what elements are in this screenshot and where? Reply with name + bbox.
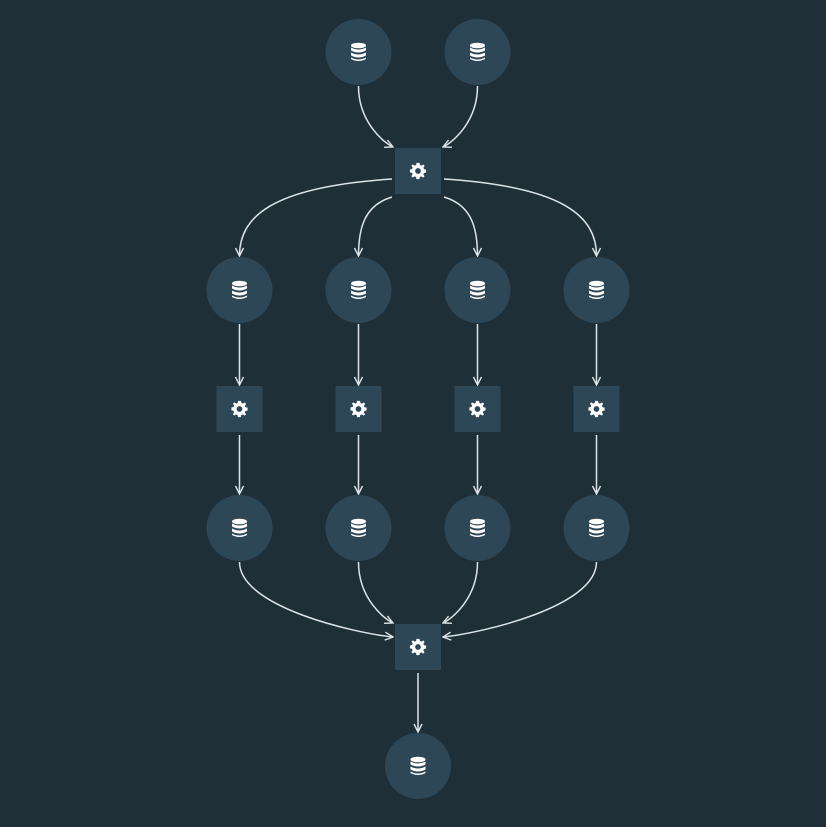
process-node-square bbox=[573, 386, 620, 432]
data-node-d8[interactable] bbox=[325, 495, 392, 561]
data-node-d7[interactable] bbox=[206, 495, 273, 561]
edge-d1-p1 bbox=[357, 85, 394, 147]
data-node-d6[interactable] bbox=[563, 257, 630, 323]
process-node-square bbox=[395, 624, 441, 670]
nodes-layer bbox=[206, 19, 630, 799]
data-node-d11[interactable] bbox=[385, 733, 451, 799]
process-node-p4[interactable] bbox=[454, 386, 501, 432]
process-node-p6[interactable] bbox=[395, 624, 441, 670]
process-node-p2[interactable] bbox=[216, 386, 263, 432]
data-node-d1[interactable] bbox=[325, 19, 392, 85]
data-node-d5[interactable] bbox=[444, 257, 511, 323]
data-node-d4[interactable] bbox=[325, 257, 392, 323]
edge-p1-d3 bbox=[240, 178, 393, 256]
edge-p1-d4 bbox=[359, 196, 393, 256]
process-node-p3[interactable] bbox=[335, 386, 382, 432]
process-node-p1[interactable] bbox=[395, 148, 441, 194]
edges-layer bbox=[238, 85, 598, 732]
data-node-d2[interactable] bbox=[444, 19, 511, 85]
edge-d8-p6 bbox=[357, 561, 394, 623]
edge-p1-d5 bbox=[443, 196, 478, 256]
process-node-square bbox=[335, 386, 382, 432]
edge-d10-p6 bbox=[443, 561, 598, 637]
data-node-d3[interactable] bbox=[206, 257, 273, 323]
edge-d7-p6 bbox=[238, 561, 394, 637]
edge-p1-d6 bbox=[443, 178, 597, 256]
edge-d9-p6 bbox=[443, 561, 479, 623]
edge-d2-p1 bbox=[443, 85, 479, 147]
process-node-square bbox=[395, 148, 441, 194]
data-node-d10[interactable] bbox=[563, 495, 630, 561]
process-node-square bbox=[454, 386, 501, 432]
data-node-d9[interactable] bbox=[444, 495, 511, 561]
process-node-p5[interactable] bbox=[573, 386, 620, 432]
process-node-square bbox=[216, 386, 263, 432]
